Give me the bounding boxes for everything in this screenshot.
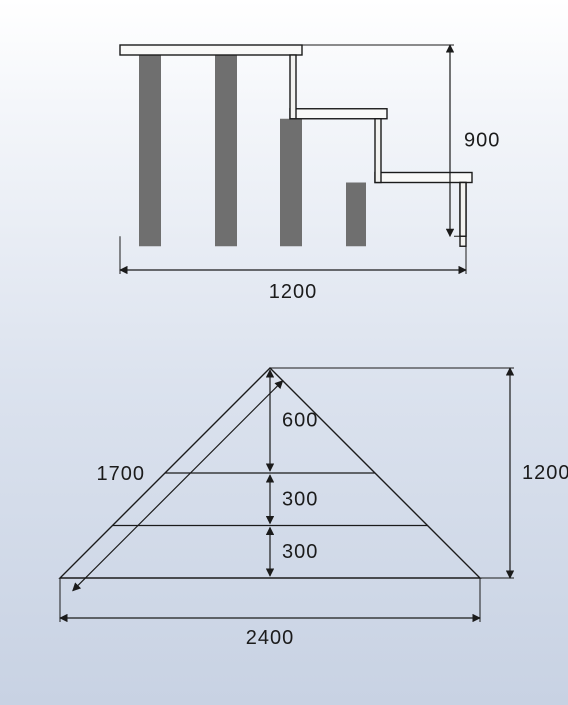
dim-height-label: 900 — [464, 130, 500, 152]
dim-section-label: 300 — [282, 488, 318, 510]
tread — [375, 173, 472, 183]
dim-width-label: 1200 — [269, 281, 318, 303]
technical-drawing: 1200 900 600 300 300 1700 2400 1200 — [0, 0, 568, 705]
pillar — [346, 183, 366, 247]
tread — [120, 45, 302, 55]
tread — [290, 109, 387, 119]
dim-section-label: 600 — [282, 410, 318, 432]
dim-section-label: 300 — [282, 541, 318, 563]
pillar — [280, 119, 302, 247]
staircase-diagram: 1200 900 — [120, 45, 500, 303]
pillar — [215, 55, 237, 246]
dim-total-height-label: 1200 — [522, 462, 568, 484]
pillar — [139, 55, 161, 246]
dim-slant-label: 1700 — [97, 463, 146, 485]
dim-base-label: 2400 — [246, 627, 295, 649]
dim-slant — [73, 381, 283, 591]
pyramid-diagram: 600 300 300 1700 2400 1200 — [60, 368, 568, 649]
riser — [375, 119, 381, 183]
riser — [290, 55, 296, 119]
